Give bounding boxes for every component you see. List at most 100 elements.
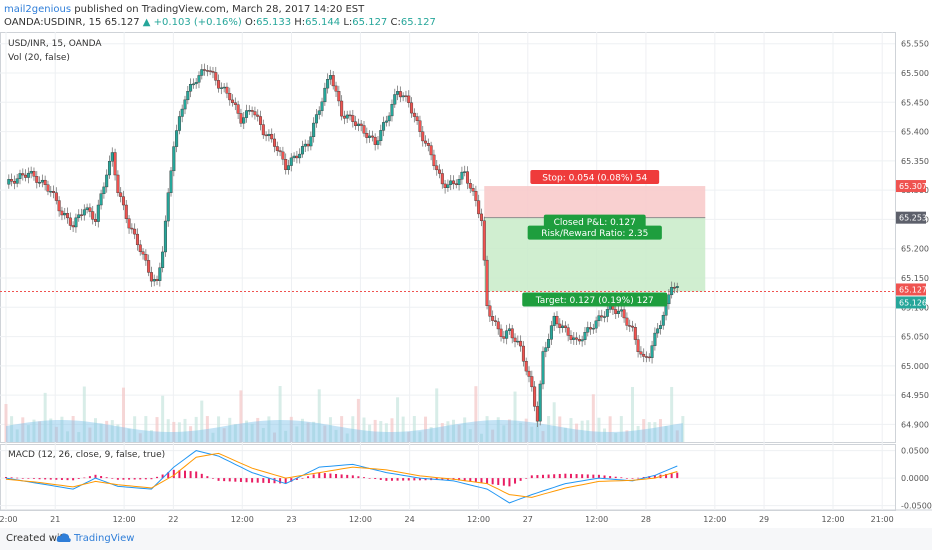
candle-body [298,153,302,159]
price-tick-label: 65.500 [901,69,929,78]
macd-histogram-bar [10,477,13,479]
chart-svg[interactable]: 65.55065.50065.45065.40065.35065.30065.2… [0,32,932,528]
volume-bar [15,429,19,442]
macd-histogram-bar [195,471,198,479]
macd-histogram-bar [156,476,159,479]
volume-bar [194,416,198,442]
volume-bar [133,416,137,442]
candle-body [21,173,25,176]
candle-body [479,213,483,221]
candle-body [284,159,288,170]
macd-histogram-bar [614,476,617,479]
candle-body [26,172,30,178]
candle-body [147,260,151,273]
macd-histogram-bar [217,478,220,481]
low-value: 65.127 [352,17,388,28]
time-tick-label: 12:00 [703,515,726,524]
candle-body [105,174,109,188]
candle-body [348,114,352,117]
rr-label: Risk/Reward Ratio: 2.35 [541,229,648,239]
volume-bar [631,386,634,442]
candle-body [575,337,579,340]
candle-body [281,151,285,160]
macd-histogram-bar [385,478,388,481]
volume-bar [524,418,528,442]
candle-body [331,75,335,87]
volume-bar [155,417,159,442]
candle-body [488,305,492,317]
macd-histogram-bar [469,478,472,482]
candle-body [74,217,78,228]
macd-histogram-bar [670,473,673,479]
volume-bar [519,422,523,442]
macd-histogram-bar [100,476,103,479]
candle-body [549,325,553,340]
macd-histogram-bar [66,478,69,481]
macd-histogram-bar [77,478,80,479]
macd-histogram-bar [553,474,556,479]
volume-bar [43,392,47,442]
candle-body [516,340,520,343]
candle-body [124,204,128,219]
candle-body [99,193,103,206]
price-badge-bg [896,211,926,224]
time-tick-label: 12:00 [821,515,844,524]
candle-body [644,356,648,358]
volume-bar [373,419,377,442]
candle-body [379,130,383,141]
volume-bar [82,386,86,442]
candle-body [415,116,419,121]
macd-histogram-bar [111,478,114,479]
macd-histogram-bar [536,475,539,479]
volume-bar [653,422,657,442]
macd-tick-label: -0.0500 [901,502,932,511]
candle-body [418,120,422,132]
volume-bar [60,416,64,442]
chart-area[interactable]: 65.55065.50065.45065.40065.35065.30065.2… [0,32,932,532]
macd-histogram-bar [27,478,30,479]
volume-bar [535,416,539,442]
price-badge-bg [896,296,926,309]
macd-histogram-bar [49,478,52,480]
candle-body [603,316,607,318]
volume-bar [345,433,349,442]
candle-body [275,146,279,151]
macd-histogram-bar [558,473,561,479]
macd-histogram-bar [597,474,600,479]
candle-body [429,145,433,156]
macd-histogram-bar [144,478,147,480]
macd-histogram-bar [239,478,242,482]
volume-bar [401,416,405,442]
volume-bar [412,416,416,442]
candle-body [200,69,204,76]
candle-body [591,327,595,330]
volume-bar [116,424,120,442]
volume-bar [625,430,629,442]
candle-body [163,220,167,253]
candle-body [306,143,310,147]
volume-bar [177,422,181,442]
macd-histogram-bar [211,478,214,479]
macd-histogram-bar [38,478,41,480]
macd-histogram-bar [228,478,231,482]
macd-histogram-bar [329,473,332,479]
candle-body [93,219,97,222]
candle-body [239,113,243,124]
candle-body [88,207,92,212]
candle-body [245,110,249,118]
candle-body [259,116,263,125]
candle-body [639,351,643,355]
macd-histogram-bar [542,474,544,479]
tradingview-link[interactable]: TradingView [74,533,135,544]
volume-bar [233,424,237,442]
volume-bar [289,416,293,442]
volume-bar [149,430,153,442]
macd-histogram-bar [424,478,427,481]
macd-histogram-bar [592,474,595,479]
candle-body [454,183,458,185]
candle-body [96,204,100,222]
publish-line: mail2genious published on TradingView.co… [4,3,364,16]
macd-histogram-bar [525,478,528,479]
candle-body [633,327,637,340]
author-link[interactable]: mail2genious [4,4,72,15]
